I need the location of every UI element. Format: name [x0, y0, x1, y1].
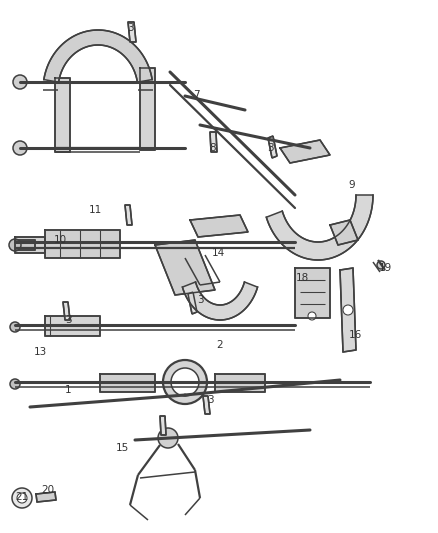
Polygon shape	[45, 230, 120, 258]
Circle shape	[158, 428, 178, 448]
Text: 3: 3	[267, 143, 273, 153]
Text: 2: 2	[217, 340, 223, 350]
Polygon shape	[266, 195, 373, 260]
Text: 20: 20	[42, 485, 55, 495]
Polygon shape	[55, 78, 70, 152]
Text: 3: 3	[197, 295, 203, 305]
Polygon shape	[63, 302, 70, 320]
Text: 3: 3	[207, 395, 213, 405]
Polygon shape	[188, 292, 197, 314]
Polygon shape	[128, 22, 136, 42]
Polygon shape	[203, 396, 210, 414]
Text: 13: 13	[33, 347, 46, 357]
Polygon shape	[160, 416, 166, 435]
Circle shape	[377, 261, 385, 269]
Polygon shape	[36, 492, 56, 502]
Circle shape	[163, 360, 207, 404]
Circle shape	[17, 493, 27, 503]
Polygon shape	[268, 136, 277, 158]
Polygon shape	[140, 68, 155, 150]
Polygon shape	[15, 237, 45, 253]
Circle shape	[343, 305, 353, 315]
Polygon shape	[125, 205, 132, 225]
Text: 7: 7	[193, 90, 199, 100]
Text: 9: 9	[349, 180, 355, 190]
Polygon shape	[330, 220, 358, 245]
Text: 3: 3	[65, 315, 71, 325]
Circle shape	[10, 379, 20, 389]
Polygon shape	[45, 316, 100, 336]
Polygon shape	[15, 240, 35, 250]
Text: 1: 1	[65, 385, 71, 395]
Circle shape	[10, 322, 20, 332]
Polygon shape	[340, 268, 356, 352]
Text: 21: 21	[15, 492, 28, 502]
Text: 19: 19	[378, 263, 392, 273]
Text: 11: 11	[88, 205, 102, 215]
Text: 18: 18	[295, 273, 309, 283]
Polygon shape	[295, 268, 330, 318]
Polygon shape	[190, 215, 248, 237]
Circle shape	[9, 239, 21, 251]
Polygon shape	[215, 374, 265, 392]
Polygon shape	[280, 140, 330, 163]
Circle shape	[12, 488, 32, 508]
Polygon shape	[155, 240, 215, 295]
Polygon shape	[182, 282, 258, 320]
Circle shape	[308, 312, 316, 320]
Text: 15: 15	[115, 443, 129, 453]
Text: 10: 10	[53, 235, 67, 245]
Text: 8: 8	[210, 143, 216, 153]
Circle shape	[13, 141, 27, 155]
Polygon shape	[100, 374, 155, 392]
Text: 16: 16	[348, 330, 362, 340]
Polygon shape	[210, 132, 217, 152]
Text: 3: 3	[127, 23, 133, 33]
Polygon shape	[44, 30, 152, 82]
Circle shape	[13, 75, 27, 89]
Circle shape	[171, 368, 199, 396]
Text: 14: 14	[212, 248, 225, 258]
